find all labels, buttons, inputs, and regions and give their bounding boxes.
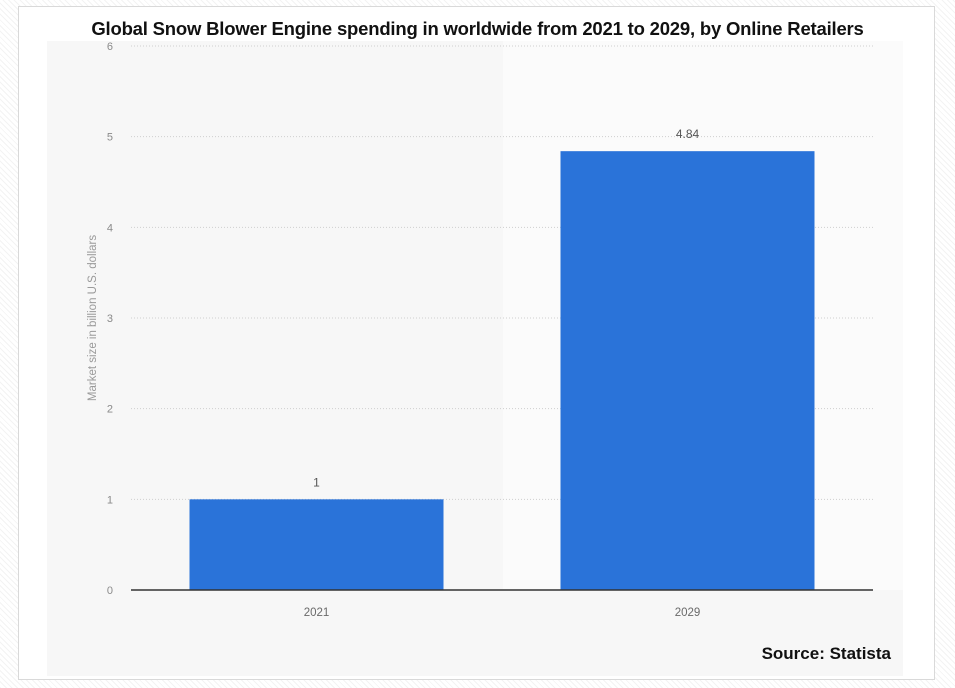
x-tick-label-2029: 2029 (675, 607, 701, 619)
y-tick-label: 0 (107, 585, 113, 597)
y-tick-label: 4 (107, 222, 113, 234)
bar-2021 (189, 499, 444, 590)
source-credit: Source: Statista (761, 644, 891, 663)
data-label-2029: 4.84 (676, 127, 700, 141)
y-tick-label: 5 (107, 132, 113, 144)
chart-title: Global Snow Blower Engine spending in wo… (91, 18, 864, 39)
y-tick-label: 2 (107, 404, 113, 416)
data-labels: 14.84 (313, 127, 699, 489)
y-tick-label: 1 (107, 494, 113, 506)
y-axis-ticks: 0 1 2 3 4 5 6 (107, 41, 113, 597)
bar-2029 (560, 151, 815, 590)
y-tick-label: 3 (107, 313, 113, 325)
bars (189, 151, 815, 590)
x-tick-label-2021: 2021 (304, 607, 330, 619)
data-label-2021: 1 (313, 475, 320, 489)
y-tick-label: 6 (107, 41, 113, 53)
x-axis-ticks: 2021 2029 (304, 607, 701, 619)
y-axis-title: Market size in billion U.S. dollars (87, 235, 99, 401)
